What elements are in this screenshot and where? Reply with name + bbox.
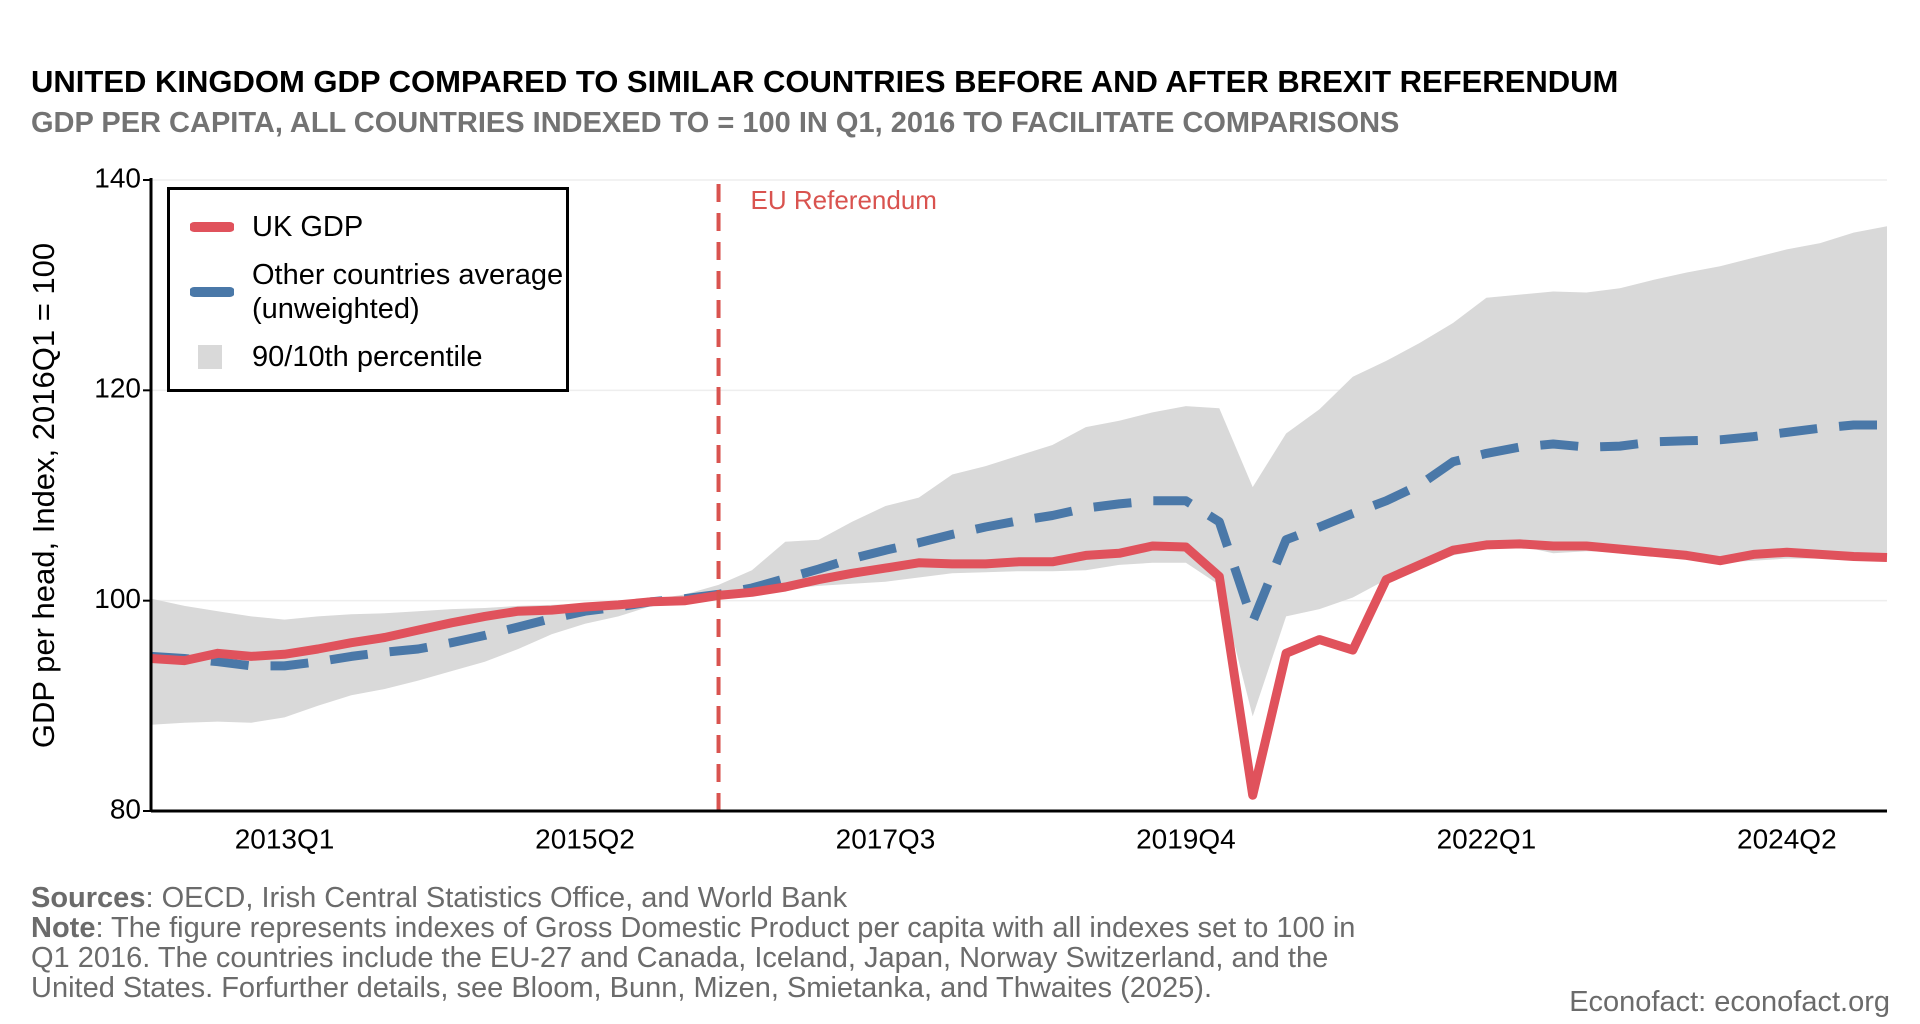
footer: Sources: OECD, Irish Central Statistics … — [31, 883, 1401, 1003]
legend-item: 90/10th percentile — [190, 340, 572, 374]
sources-label: Sources — [31, 882, 146, 914]
sources: Sources: OECD, Irish Central Statistics … — [31, 883, 1401, 913]
x-tick-label: 2022Q1 — [1437, 823, 1537, 854]
note: Note: The figure represents indexes of G… — [31, 913, 1401, 1003]
legend-label: UK GDP — [252, 211, 364, 243]
legend-label: 90/10th percentile — [252, 341, 483, 373]
legend-swatch — [198, 345, 222, 369]
chart-title: UNITED KINGDOM GDP COMPARED TO SIMILAR C… — [31, 64, 1619, 99]
chart-subtitle: GDP PER CAPITA, ALL COUNTRIES INDEXED TO… — [31, 107, 1400, 139]
credit: Econofact: econofact.org — [1569, 986, 1890, 1018]
sources-text: : OECD, Irish Central Statistics Office,… — [145, 882, 848, 914]
annotation-label: EU Referendum — [751, 185, 937, 215]
legend-item: Other countries average (unweighted) — [190, 258, 572, 326]
y-tick-label: 120 — [94, 373, 141, 404]
y-tick-label: 100 — [94, 583, 141, 614]
line — [150, 539, 1888, 800]
percentile-band — [151, 226, 1887, 725]
note-label: Note — [31, 912, 96, 944]
swatch — [198, 345, 222, 369]
legend-label: Other countries average (unweighted) — [252, 259, 564, 325]
legend: UK GDP Other countries average (unweighte… — [167, 187, 569, 392]
x-tick-label: 2013Q1 — [235, 823, 335, 854]
legend-swatch — [190, 287, 234, 297]
x-tick-label: 2017Q3 — [836, 823, 936, 854]
legend-item: UK GDP — [190, 210, 572, 244]
legend-swatch — [190, 222, 234, 232]
y-tick-label: 140 — [94, 162, 141, 193]
note-text: : The figure represents indexes of Gross… — [31, 912, 1356, 1004]
y-axis-label: GDP per head, Index, 2016Q1 = 100 — [26, 243, 61, 748]
x-tick-label: 2015Q2 — [535, 823, 635, 854]
x-tick-label: 2019Q4 — [1136, 823, 1236, 854]
y-tick-label: 80 — [110, 793, 141, 824]
x-tick-label: 2024Q2 — [1737, 823, 1837, 854]
